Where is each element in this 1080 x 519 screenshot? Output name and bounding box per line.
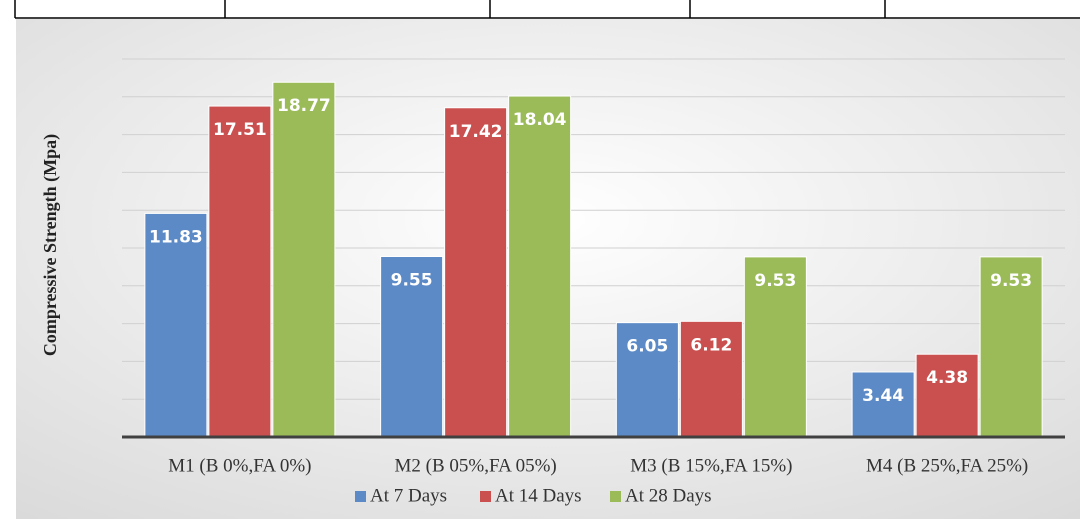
value-label: 6.05 [626,337,668,357]
legend-label: At 7 Days [370,485,447,506]
value-label: 17.51 [213,120,267,140]
x-tick-label: M4 (B 25%,FA 25%) [866,455,1028,476]
bar [915,353,979,438]
value-label: 4.38 [926,368,968,388]
table-border [14,0,1080,19]
value-label: 6.12 [690,335,732,355]
bar [444,107,508,438]
legend-swatch [355,491,366,502]
value-label: 9.53 [754,271,796,291]
value-label: 9.53 [990,271,1032,291]
y-axis-label: Compressive Strength (Mpa) [40,134,61,356]
bar [743,256,807,438]
bar [272,81,336,438]
bar [615,322,679,438]
bar [979,256,1043,438]
value-label: 11.83 [149,227,203,247]
value-label: 17.42 [449,122,503,142]
legend-swatch [610,491,621,502]
legend-label: At 28 Days [625,485,712,506]
value-label: 9.55 [391,271,433,291]
x-tick-label: M2 (B 05%,FA 05%) [395,455,557,476]
x-tick-label: M1 (B 0%,FA 0%) [168,455,311,476]
bar [208,105,272,438]
value-label: 18.77 [277,96,331,116]
bar [144,212,208,438]
bar [679,320,743,438]
value-label: 3.44 [862,386,904,406]
legend-swatch [480,491,491,502]
bar [508,95,572,438]
value-label: 18.04 [513,110,567,130]
x-tick-label: M3 (B 15%,FA 15%) [630,455,792,476]
legend-label: At 14 Days [495,485,582,506]
bar [380,256,444,438]
